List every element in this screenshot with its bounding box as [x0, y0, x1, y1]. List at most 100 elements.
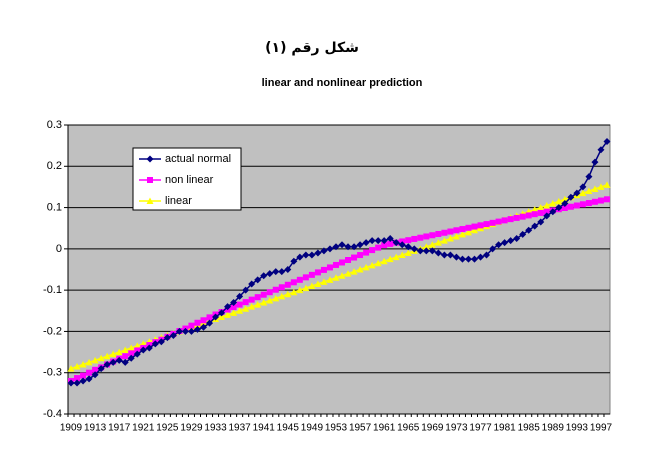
- point: [531, 222, 539, 230]
- point: [67, 379, 75, 387]
- point: [362, 239, 370, 247]
- point: [525, 212, 532, 219]
- point: [440, 251, 448, 259]
- point: [302, 251, 310, 259]
- point: [368, 261, 376, 269]
- point: [122, 353, 129, 360]
- point: [91, 356, 99, 364]
- point: [597, 197, 604, 204]
- point: [585, 187, 593, 195]
- point: [567, 193, 575, 201]
- point: [314, 280, 322, 287]
- point: [109, 350, 117, 358]
- y-tick-label: 0.1: [47, 201, 62, 213]
- point: [422, 247, 430, 255]
- point: [458, 255, 466, 263]
- point: [308, 251, 316, 259]
- point: [175, 327, 183, 335]
- point: [452, 232, 460, 240]
- point: [386, 235, 394, 243]
- point: [501, 217, 508, 224]
- point: [429, 232, 436, 239]
- x-tick-label: 1985: [518, 423, 541, 434]
- y-tick-label: 0.2: [47, 160, 62, 172]
- point: [133, 350, 141, 358]
- point: [603, 181, 611, 188]
- x-tick-label: 1909: [60, 423, 83, 434]
- x-tick-label: 1913: [84, 423, 107, 434]
- point: [200, 317, 207, 324]
- point: [422, 243, 430, 250]
- legend-label: actual normal: [165, 153, 231, 165]
- point: [85, 358, 93, 366]
- point: [320, 278, 328, 285]
- x-tick-label: 1953: [325, 423, 348, 434]
- point: [459, 226, 466, 233]
- legend-marker: [146, 155, 154, 163]
- point: [453, 227, 460, 234]
- point: [254, 301, 262, 308]
- point: [398, 241, 406, 249]
- point: [326, 276, 334, 283]
- point: [513, 214, 520, 221]
- point: [344, 243, 352, 251]
- point: [260, 272, 268, 280]
- point: [483, 251, 491, 259]
- point: [507, 216, 514, 223]
- y-tick-label: -0.4: [43, 408, 62, 420]
- point: [339, 259, 346, 266]
- point: [278, 284, 285, 291]
- point: [218, 309, 226, 317]
- point: [483, 221, 490, 228]
- x-tick-label: 1949: [301, 423, 324, 434]
- point: [97, 354, 105, 362]
- point: [531, 206, 539, 213]
- point: [423, 233, 430, 240]
- x-tick-label: 1941: [253, 423, 276, 434]
- point: [320, 266, 327, 273]
- point: [97, 365, 105, 373]
- point: [284, 266, 292, 273]
- point: [381, 242, 388, 249]
- x-tick-label: 1977: [469, 423, 492, 434]
- x-tick-label: 1993: [566, 423, 589, 434]
- point: [308, 271, 315, 278]
- point: [489, 219, 496, 226]
- point: [411, 235, 418, 242]
- point: [537, 209, 544, 216]
- point: [573, 202, 580, 209]
- x-tick-label: 1933: [204, 423, 227, 434]
- point: [579, 183, 587, 191]
- point: [272, 286, 279, 293]
- point: [242, 299, 249, 306]
- point: [446, 235, 454, 242]
- point: [188, 322, 195, 329]
- point: [242, 286, 250, 294]
- point: [248, 280, 256, 288]
- point: [537, 204, 545, 211]
- point: [398, 251, 406, 259]
- point: [139, 346, 147, 354]
- point: [543, 202, 551, 209]
- point: [561, 199, 569, 207]
- point: [338, 241, 346, 249]
- point: [387, 240, 394, 247]
- legend-label: non linear: [165, 174, 214, 186]
- legend-marker: [146, 197, 154, 204]
- point: [230, 299, 238, 307]
- point: [404, 249, 412, 256]
- point: [230, 304, 237, 311]
- point: [543, 212, 551, 220]
- point: [434, 239, 442, 246]
- point: [356, 241, 364, 249]
- point: [573, 189, 581, 197]
- point: [507, 237, 515, 245]
- point: [603, 138, 611, 146]
- point: [585, 200, 592, 207]
- point: [555, 204, 563, 212]
- point: [585, 173, 593, 181]
- point: [290, 279, 297, 286]
- point: [404, 243, 412, 251]
- point: [375, 244, 382, 251]
- point: [369, 247, 376, 254]
